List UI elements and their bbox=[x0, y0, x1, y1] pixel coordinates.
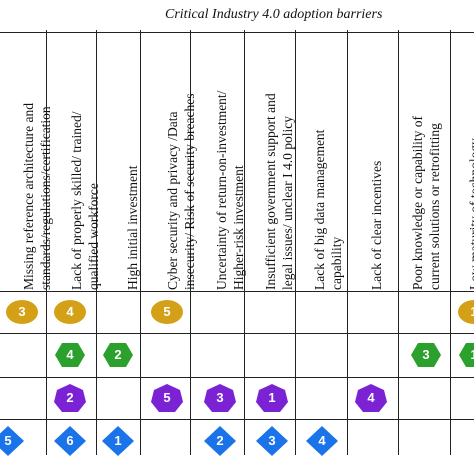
rank-number: 4 bbox=[367, 390, 375, 405]
column-header-line: Lack of properly skilled/ trained/ bbox=[69, 111, 84, 290]
rank-number: 4 bbox=[66, 304, 74, 319]
rank-number: 3 bbox=[216, 390, 224, 405]
diamond-rank-marker: 4 bbox=[305, 426, 339, 456]
column-divider bbox=[398, 30, 399, 455]
diamond-rank-marker: 1 bbox=[101, 426, 135, 456]
column-divider bbox=[46, 30, 47, 455]
row-divider-3 bbox=[0, 419, 474, 420]
rank-number: 3 bbox=[18, 304, 26, 319]
rank-number: 3 bbox=[268, 433, 276, 448]
hexagon-green-rank-marker: 2 bbox=[101, 340, 135, 370]
hexagon-green-marker-shape bbox=[411, 343, 441, 367]
oval-rank-marker: 3 bbox=[5, 297, 39, 327]
column-header-line: capability bbox=[329, 236, 344, 290]
column-header-label: Insufficient government support and legal… bbox=[262, 10, 296, 290]
diamond-rank-marker: 5 bbox=[0, 426, 25, 456]
column-divider bbox=[450, 30, 451, 455]
oval-rank-marker: 5 bbox=[150, 297, 184, 327]
column-divider bbox=[295, 30, 296, 455]
diamond-rank-marker: 6 bbox=[53, 426, 87, 456]
rank-number: 4 bbox=[318, 433, 326, 448]
top-rule bbox=[0, 32, 474, 33]
column-header-line: Missing reference architecture and bbox=[21, 102, 36, 290]
column-header-line: standards/regulations/certification bbox=[38, 106, 53, 290]
heptagon-marker-shape bbox=[355, 384, 387, 412]
rank-number: 1 bbox=[470, 347, 474, 362]
column-header-label: Cyber security and privacy /Data insecuri… bbox=[164, 10, 198, 290]
diamond-marker-shape bbox=[54, 426, 86, 456]
rank-number: 1 bbox=[114, 433, 122, 448]
column-header-label: Lack of big data management capability bbox=[311, 10, 345, 290]
header-bottom-rule bbox=[0, 291, 474, 292]
column-header-label: Uncertainty of return-on-investment/High… bbox=[213, 10, 247, 290]
chart-title: Critical Industry 4.0 adoption barriers bbox=[165, 7, 383, 22]
column-header-label: Poor knowledge or capability of current s… bbox=[409, 10, 443, 290]
column-header-label: High initial investment bbox=[124, 10, 141, 291]
heptagon-marker-shape bbox=[151, 384, 183, 412]
column-header-line: Lack of clear incentives bbox=[369, 160, 384, 290]
column-header-line: Poor knowledge or capability of bbox=[410, 116, 425, 290]
column-header-line: Lack of big data management bbox=[312, 129, 327, 290]
rank-number: 5 bbox=[163, 304, 171, 319]
row-divider-2 bbox=[0, 377, 474, 378]
hexagon-green-marker-shape bbox=[103, 343, 133, 367]
column-header-line: Higher-risk investment bbox=[231, 165, 246, 290]
column-header-label: Low maturity of technology bbox=[466, 10, 474, 290]
rank-number: 6 bbox=[66, 433, 74, 448]
rank-number: 2 bbox=[114, 347, 122, 362]
diamond-rank-marker: 2 bbox=[203, 426, 237, 456]
column-header-line: Insufficient government support and bbox=[263, 93, 278, 290]
column-divider bbox=[96, 30, 97, 455]
heptagon-rank-marker: 2 bbox=[53, 383, 87, 413]
column-header-line: High initial investment bbox=[125, 165, 140, 291]
column-header-line: Cyber security and privacy /Data bbox=[165, 111, 180, 290]
heptagon-marker-shape bbox=[256, 384, 288, 412]
diamond-marker-shape bbox=[102, 426, 134, 456]
diamond-marker-shape bbox=[256, 426, 288, 456]
column-header-line: legal issues/ unclear I 4.0 policy bbox=[280, 116, 295, 290]
column-header-label: Missing reference architecture and standa… bbox=[20, 10, 54, 290]
heptagon-marker-shape bbox=[54, 384, 86, 412]
hexagon-green-marker-shape bbox=[459, 343, 474, 367]
rank-number: 5 bbox=[163, 390, 171, 405]
column-header-label: Lack of clear incentives bbox=[368, 10, 385, 290]
diamond-marker-shape bbox=[204, 426, 236, 456]
diamond-rank-marker: 3 bbox=[255, 426, 289, 456]
heptagon-rank-marker: 5 bbox=[150, 383, 184, 413]
rank-number: 2 bbox=[66, 390, 74, 405]
column-header-line: Uncertainty of return-on-investment/ bbox=[214, 90, 229, 290]
oval-rank-marker: 4 bbox=[53, 297, 87, 327]
column-header-label: Lack of properly skilled/ trained/qualif… bbox=[68, 10, 102, 290]
heptagon-marker-shape bbox=[204, 384, 236, 412]
hexagon-green-rank-marker: 4 bbox=[53, 340, 87, 370]
heptagon-rank-marker: 3 bbox=[203, 383, 237, 413]
diamond-marker-shape bbox=[306, 426, 338, 456]
column-divider bbox=[347, 30, 348, 455]
rank-number: 3 bbox=[422, 347, 430, 362]
oval-rank-marker: 1 bbox=[457, 297, 474, 327]
row-divider-1 bbox=[0, 333, 474, 334]
rank-number: 1 bbox=[470, 304, 474, 319]
column-header-line: qualified workforce bbox=[86, 183, 101, 290]
column-divider bbox=[190, 30, 191, 455]
oval-marker-shape bbox=[6, 300, 38, 324]
rank-number: 5 bbox=[4, 433, 12, 448]
column-divider bbox=[140, 30, 141, 455]
column-header-line: Low maturity of technology bbox=[467, 138, 474, 290]
hexagon-green-rank-marker: 1 bbox=[457, 340, 474, 370]
column-header-line: current solutions or retrofitting bbox=[427, 123, 442, 290]
column-header-line: insecurity/ Risk of security breaches bbox=[182, 93, 197, 290]
oval-marker-shape bbox=[458, 300, 474, 324]
heptagon-rank-marker: 4 bbox=[354, 383, 388, 413]
hexagon-green-marker-shape bbox=[55, 343, 85, 367]
diamond-marker-shape bbox=[0, 426, 24, 456]
heptagon-rank-marker: 1 bbox=[255, 383, 289, 413]
rank-number: 2 bbox=[216, 433, 224, 448]
rank-number: 1 bbox=[268, 390, 276, 405]
oval-marker-shape bbox=[151, 300, 183, 324]
hexagon-green-rank-marker: 3 bbox=[409, 340, 443, 370]
column-divider bbox=[244, 30, 245, 455]
oval-marker-shape bbox=[54, 300, 86, 324]
rank-number: 4 bbox=[66, 347, 74, 362]
